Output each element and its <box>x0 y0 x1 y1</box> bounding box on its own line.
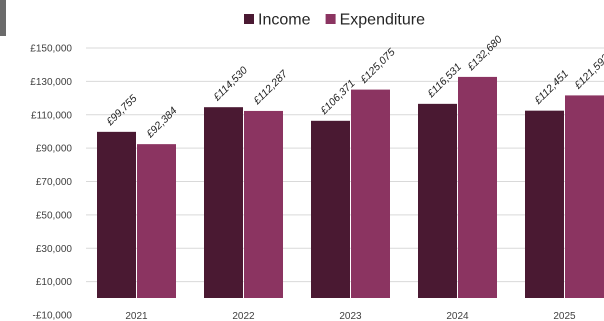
data-label: £112,287 <box>250 67 290 107</box>
x-tick-label: 2021 <box>125 311 148 321</box>
x-tick-label: 2022 <box>232 311 255 321</box>
expenditure-bar <box>137 144 176 298</box>
y-tick-label: £50,000 <box>36 210 73 221</box>
expenditure-bar <box>244 110 283 299</box>
y-tick-label: £150,000 <box>30 44 72 55</box>
y-tick-label: £30,000 <box>36 244 73 255</box>
data-label: £92,384 <box>143 105 179 141</box>
corner-mark <box>0 0 6 36</box>
y-tick-label: £10,000 <box>36 277 73 288</box>
y-tick-label: £130,000 <box>30 77 72 88</box>
data-label: £121,592 <box>571 52 604 92</box>
legend-swatch <box>244 14 254 24</box>
y-tick-label: -£10,000 <box>33 311 73 321</box>
expenditure-bar <box>351 89 390 298</box>
x-tick-label: 2024 <box>446 311 469 321</box>
data-label: £125,075 <box>357 46 397 86</box>
data-label: £99,755 <box>103 93 139 129</box>
legend-swatch <box>325 14 336 24</box>
income-bar <box>97 131 136 298</box>
data-label: £114,530 <box>210 64 250 104</box>
expenditure-bar <box>565 95 604 298</box>
income-bar <box>525 110 564 298</box>
expenditure-bar <box>458 76 497 299</box>
income-bar <box>311 120 350 298</box>
data-label: £132,680 <box>464 33 504 73</box>
legend-entry: Income <box>258 12 311 29</box>
y-tick-label: £90,000 <box>36 144 73 155</box>
y-tick-label: £110,000 <box>31 110 72 121</box>
x-tick-label: 2023 <box>339 311 362 321</box>
income-bar <box>418 103 457 298</box>
legend-entry: Expenditure <box>340 12 425 29</box>
x-tick-label: 2025 <box>553 311 576 321</box>
y-tick-label: £70,000 <box>36 177 73 188</box>
income-bar <box>204 107 243 299</box>
